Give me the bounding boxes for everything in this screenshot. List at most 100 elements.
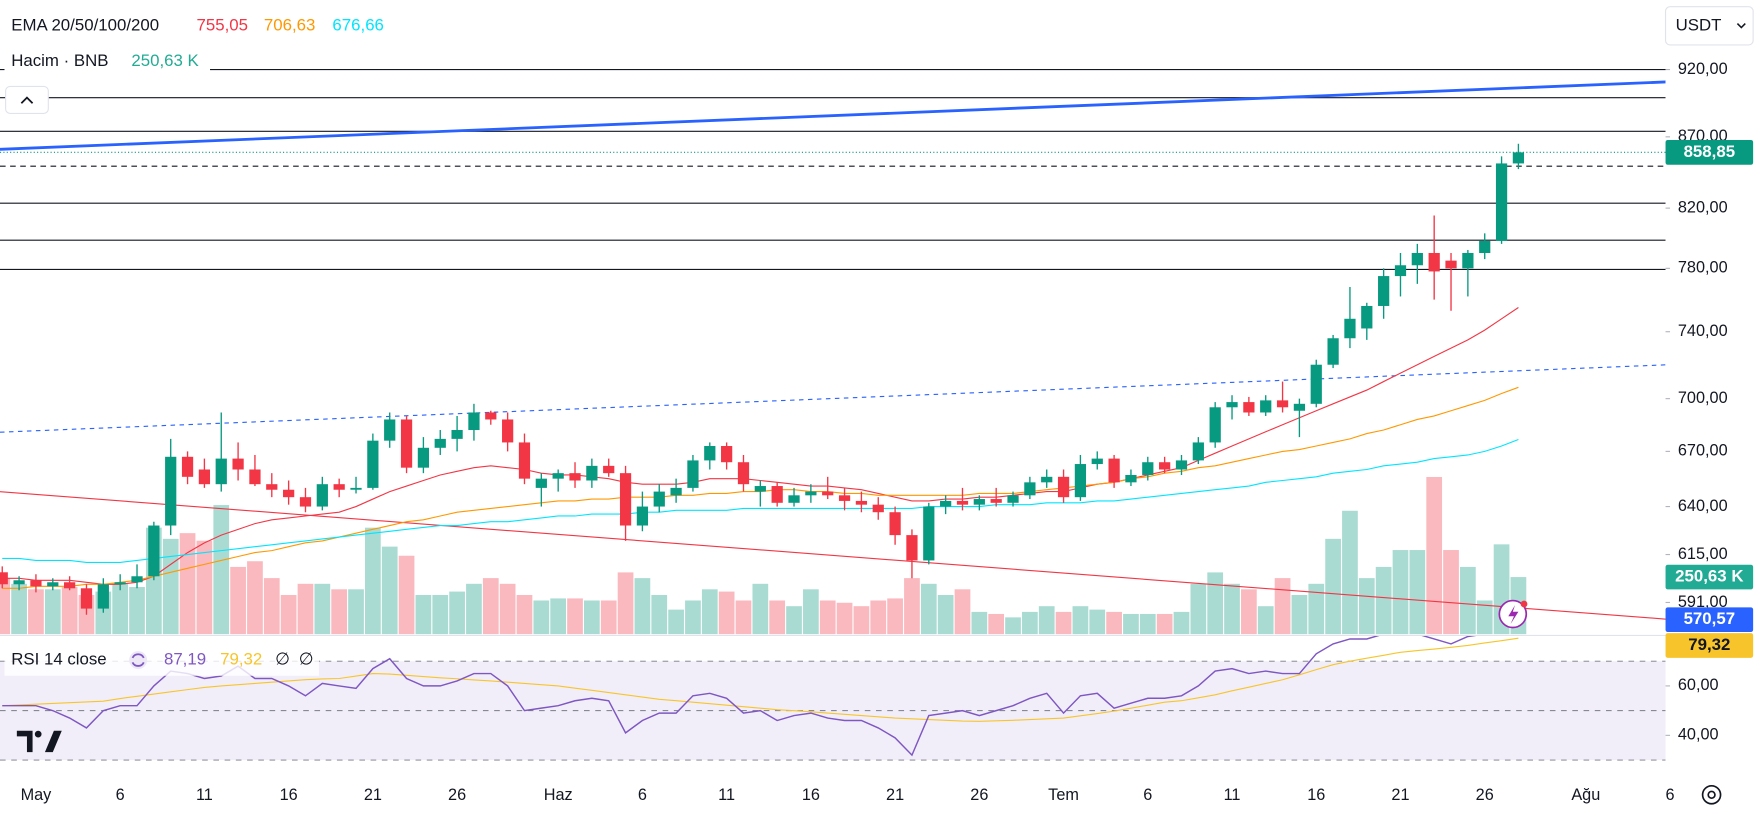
- volume-bar: [1139, 613, 1156, 635]
- volume-bar: [634, 578, 651, 635]
- volume-bar: [803, 589, 819, 635]
- x-tick-label: 6: [116, 786, 125, 804]
- volume-bar: [1241, 589, 1257, 635]
- volume-bar: [432, 595, 449, 635]
- legend-bg: [4, 8, 398, 43]
- x-tick-label: 21: [1391, 786, 1409, 804]
- alert-badge: 570,57: [1684, 609, 1735, 628]
- candle-body: [1479, 240, 1491, 253]
- x-tick-label: May: [21, 786, 53, 804]
- candle-body: [603, 465, 615, 474]
- candle-body: [1007, 495, 1019, 503]
- collapse-button[interactable]: [5, 85, 49, 114]
- volume-bar: [1190, 583, 1207, 635]
- volume-bar: [516, 595, 533, 635]
- candle-body: [367, 440, 379, 488]
- volume-bar: [617, 572, 634, 635]
- volume-bar: [550, 598, 567, 635]
- volume-bar: [853, 606, 870, 635]
- volume-bar: [11, 583, 27, 635]
- candle-body: [30, 580, 42, 587]
- volume-bar: [1038, 606, 1055, 635]
- volume-bar: [398, 555, 415, 635]
- y-tick-label: 780,00: [1678, 259, 1728, 277]
- volume-bar: [600, 600, 617, 635]
- rsi-ma-badge: 79,32: [1688, 635, 1730, 654]
- currency-label: USDT: [1676, 15, 1722, 34]
- volume-bar: [230, 566, 246, 635]
- volume-bar: [701, 589, 718, 635]
- candle-body: [788, 495, 800, 503]
- candle-body: [13, 580, 25, 585]
- volume-bar: [112, 583, 129, 635]
- x-tick-label: 11: [1224, 786, 1241, 804]
- volume-bar: [1342, 510, 1358, 635]
- rsi-ma-line: [2, 637, 1519, 722]
- candle-body: [165, 456, 177, 526]
- volume-bar: [1173, 611, 1190, 635]
- candle-body: [822, 491, 834, 496]
- x-tick-label: 16: [1307, 786, 1325, 804]
- candle-body: [906, 535, 918, 561]
- x-tick-label: 16: [802, 786, 820, 804]
- drawings: [0, 69, 1666, 620]
- legend-bg: [4, 48, 211, 77]
- candle-body: [80, 588, 93, 609]
- candle-body: [771, 486, 783, 503]
- candle-body: [1159, 462, 1171, 470]
- volume-bar: [567, 598, 583, 635]
- candle-body: [451, 430, 463, 439]
- currency-selector[interactable]: [1664, 6, 1754, 46]
- candle-body: [1108, 458, 1120, 483]
- volume-bar: [904, 578, 920, 635]
- rsi-pane: [2, 635, 1519, 757]
- candle-body: [1310, 364, 1322, 404]
- volume-bar: [1207, 572, 1224, 635]
- volume-title: Hacim · BNB: [11, 51, 108, 70]
- volume-bar: [348, 589, 364, 635]
- candle-body: [47, 582, 59, 587]
- price-pane: [0, 143, 1666, 615]
- candle-body: [552, 473, 564, 479]
- candle-body: [1024, 482, 1036, 496]
- candle-body: [1378, 276, 1390, 306]
- volume-bar: [331, 589, 348, 635]
- candle-body: [586, 465, 598, 481]
- candle-body: [855, 500, 868, 505]
- volume-bar: [297, 583, 314, 635]
- candle-body: [923, 506, 935, 561]
- trend-line: [0, 80, 1666, 151]
- legend-bg: [4, 644, 319, 676]
- volume-bar: [1257, 606, 1274, 635]
- candle-body: [670, 487, 682, 496]
- x-tick-label: 26: [1476, 786, 1494, 804]
- ema-value: 755,05: [197, 15, 248, 34]
- volume-bar: [1375, 566, 1392, 635]
- volume-bar: [1358, 578, 1375, 635]
- candle-body: [64, 582, 76, 589]
- volume-bar: [752, 583, 769, 635]
- candle-body: [1327, 338, 1339, 365]
- volume-bar: [213, 505, 230, 635]
- rsi-empty-value: ∅: [299, 650, 314, 669]
- y-tick-label: 820,00: [1678, 198, 1728, 216]
- rsi-ma-value: 79,32: [220, 650, 262, 669]
- candle-body: [266, 484, 278, 490]
- candle-body: [384, 419, 396, 441]
- candle-body: [1293, 403, 1306, 411]
- candle-body: [502, 419, 514, 443]
- candle-body: [1226, 402, 1238, 408]
- settings-button[interactable]: [1701, 784, 1722, 805]
- candle-body: [468, 412, 480, 431]
- volume-bar: [449, 591, 465, 635]
- volume-bar: [0, 578, 11, 635]
- volume-bar: [28, 589, 44, 635]
- candle-body: [1260, 400, 1272, 413]
- volume-bar: [1443, 550, 1459, 635]
- x-tick-label: 6: [1143, 786, 1152, 804]
- volume-bar: [971, 611, 988, 635]
- candle-body: [518, 442, 531, 479]
- candle-body: [232, 458, 244, 470]
- volume-bar: [365, 527, 381, 635]
- candle-body: [181, 456, 194, 477]
